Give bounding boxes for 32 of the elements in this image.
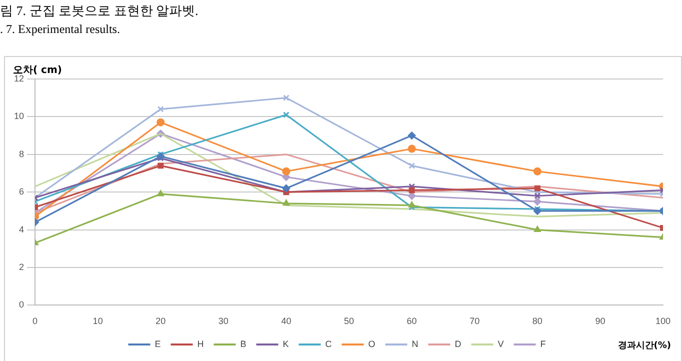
legend-label: B — [240, 338, 246, 349]
legend-label: E — [154, 338, 161, 349]
legend-label: D — [454, 338, 462, 349]
legend-label: C — [325, 338, 332, 349]
y-tick-label: 6 — [18, 186, 24, 197]
legend-label: V — [498, 338, 504, 349]
x-tick-label: 100 — [655, 316, 671, 326]
x-tick-label: 50 — [344, 316, 354, 326]
x-axis-title: 경과시간(%) — [618, 340, 671, 352]
y-tick-label: 0 — [18, 300, 24, 310]
x-tick-label: 30 — [218, 316, 228, 326]
x-tick-label: 20 — [156, 316, 166, 326]
y-tick-label: 2 — [18, 262, 24, 272]
chart-title: 림 7. 군집 로봇으로 표현한 알파벳. — [0, 2, 198, 20]
y-tick-label: 10 — [14, 111, 24, 122]
legend-label: N — [412, 338, 418, 349]
x-tick-label: 90 — [595, 316, 606, 326]
y-tick-label: 8 — [18, 148, 24, 159]
x-tick-label: 80 — [532, 316, 542, 326]
legend-label: H — [197, 338, 204, 349]
y-tick-label: 12 — [14, 73, 24, 84]
legend-label: O — [368, 338, 376, 349]
x-tick-label: 40 — [281, 316, 292, 326]
x-tick-label: 60 — [406, 316, 417, 326]
legend-label: K — [282, 338, 289, 349]
x-tick-label: 0 — [32, 316, 38, 326]
chart-subtitle: . 7. Experimental results. — [0, 22, 120, 37]
x-tick-label: 70 — [470, 316, 480, 326]
y-axis-title: 오차( cm) — [13, 64, 62, 76]
y-tick-label: 4 — [18, 224, 24, 234]
x-tick-label: 10 — [92, 316, 103, 326]
legend-label: F — [540, 338, 546, 349]
